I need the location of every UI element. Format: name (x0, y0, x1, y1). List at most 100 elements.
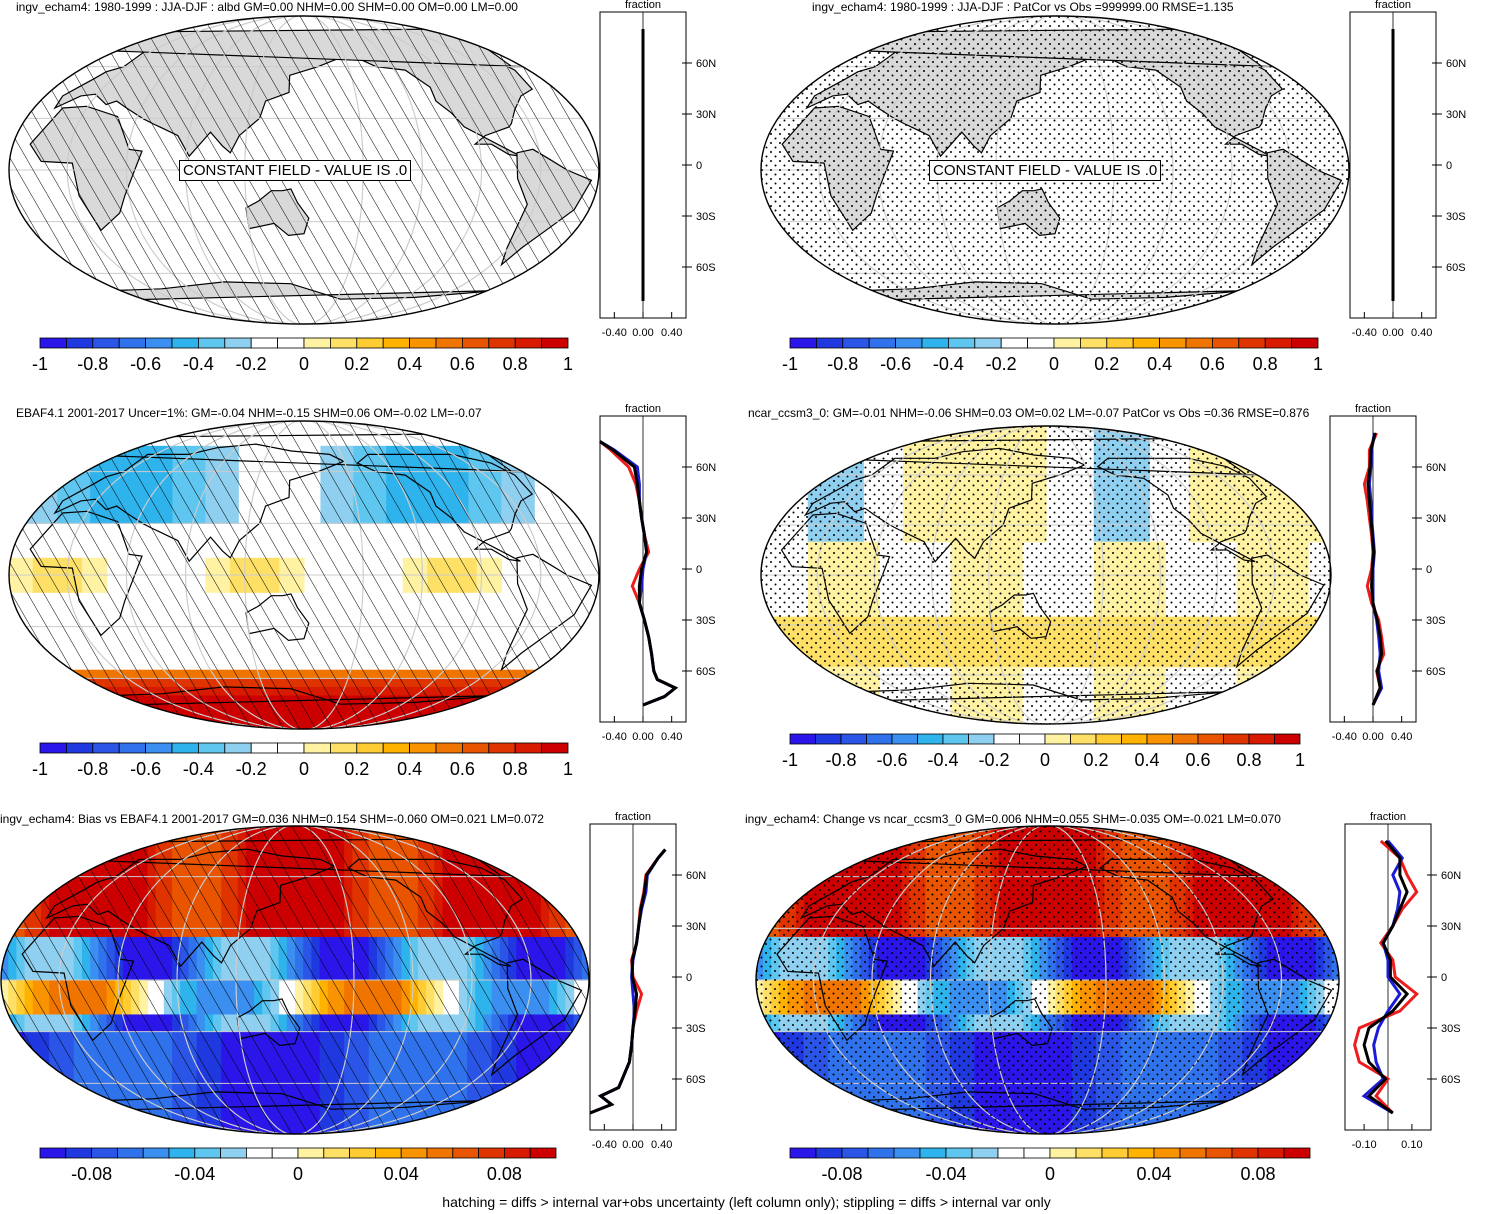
map-border (760, 15, 1350, 325)
field-cell (775, 658, 785, 668)
field-cell (1300, 426, 1309, 434)
field-cell (57, 1100, 67, 1110)
field-cell (73, 445, 83, 456)
field-cell (1316, 458, 1325, 468)
field-cell (1292, 491, 1301, 501)
field-cell (1276, 433, 1285, 443)
field-cell (1236, 716, 1246, 724)
field-cell (155, 833, 165, 843)
field-cell (32, 1057, 42, 1067)
field-cell (32, 842, 42, 852)
field-cell (1316, 516, 1325, 526)
field-cell (435, 712, 445, 722)
field-cell (90, 833, 99, 843)
field-cell (855, 700, 864, 709)
field-cell (1252, 716, 1262, 724)
field-cell (1292, 691, 1301, 701)
field-cell (122, 826, 132, 835)
field-cell (1, 1091, 9, 1102)
field-cell (32, 885, 42, 895)
field-cell (16, 1109, 26, 1119)
field-cell (1141, 426, 1150, 434)
field-cell (542, 669, 552, 679)
field-cell (476, 712, 486, 722)
field-cell (1, 1100, 9, 1110)
field-cell (98, 445, 108, 456)
field-cell (847, 716, 856, 724)
panel-title: EBAF4.1 2001-2017 Uncer=1%: GM=-0.04 NHM… (16, 406, 482, 420)
field-cell (934, 426, 944, 434)
field-cell (501, 704, 511, 714)
field-cell (918, 426, 928, 434)
field-cell (122, 833, 132, 843)
field-cell (114, 721, 124, 729)
field-cell (73, 1091, 83, 1102)
field-cell (1292, 475, 1301, 484)
field-cell (1284, 700, 1293, 709)
field-cell (40, 1117, 50, 1127)
field-cell (417, 1126, 427, 1134)
field-cell (442, 1117, 452, 1127)
field-cell (24, 876, 34, 886)
field-cell (839, 700, 848, 709)
field-cell (1292, 433, 1301, 443)
field-cell (32, 893, 42, 904)
field-cell (1260, 458, 1270, 468)
field-cell (1316, 641, 1325, 651)
field-cell (40, 463, 50, 473)
field-cell (1, 893, 9, 904)
field-cell (1300, 641, 1309, 651)
field-cell (434, 826, 444, 835)
field-cell (24, 686, 34, 697)
field-cell (57, 712, 67, 722)
field-cell (426, 833, 435, 843)
field-cell (1300, 666, 1309, 676)
field-cell (131, 712, 141, 722)
field-cell (550, 721, 560, 729)
field-cell (1292, 441, 1301, 451)
field-cell (435, 721, 445, 729)
field-cell (65, 842, 75, 852)
field-cell (815, 458, 825, 468)
field-cell (65, 445, 75, 456)
field-cell (863, 708, 872, 718)
field-cell (583, 678, 593, 688)
field-cell (467, 833, 476, 843)
field-cell (32, 454, 42, 464)
field-cell (847, 433, 856, 443)
field-cell (550, 695, 560, 705)
field-cell (1212, 433, 1222, 443)
field-cell (558, 686, 568, 697)
field-cell (82, 704, 91, 714)
field-cell (526, 678, 535, 688)
field-cell (73, 1109, 83, 1119)
field-cell (57, 1083, 67, 1093)
panel-title: ncar_ccsm3_0: GM=-0.01 NHM=-0.06 SHM=0.0… (748, 406, 1310, 420)
field-cell (40, 704, 50, 714)
field-cell (40, 712, 50, 722)
field-cell (9, 712, 17, 722)
field-cell (493, 445, 502, 456)
field-cell (8, 1117, 17, 1127)
field-cell (106, 1126, 116, 1134)
field-cell (1316, 450, 1325, 459)
field-cell (1252, 683, 1262, 693)
field-cell (475, 842, 485, 852)
field-cell (1, 1066, 9, 1076)
field-cell (65, 678, 75, 688)
field-cell (1, 902, 9, 912)
field-cell (90, 1117, 99, 1127)
field-cell (1300, 475, 1309, 484)
field-cell (517, 704, 527, 714)
field-cell (1276, 716, 1285, 724)
field-cell (98, 1109, 108, 1119)
field-cell (807, 450, 817, 459)
field-cell (1284, 441, 1293, 451)
field-cell (815, 700, 825, 709)
field-cell (131, 826, 140, 835)
field-cell (1308, 500, 1317, 509)
field-cell (24, 1126, 34, 1134)
field-cell (926, 426, 936, 434)
field-cell (1268, 700, 1277, 709)
field-cell (24, 1048, 34, 1059)
